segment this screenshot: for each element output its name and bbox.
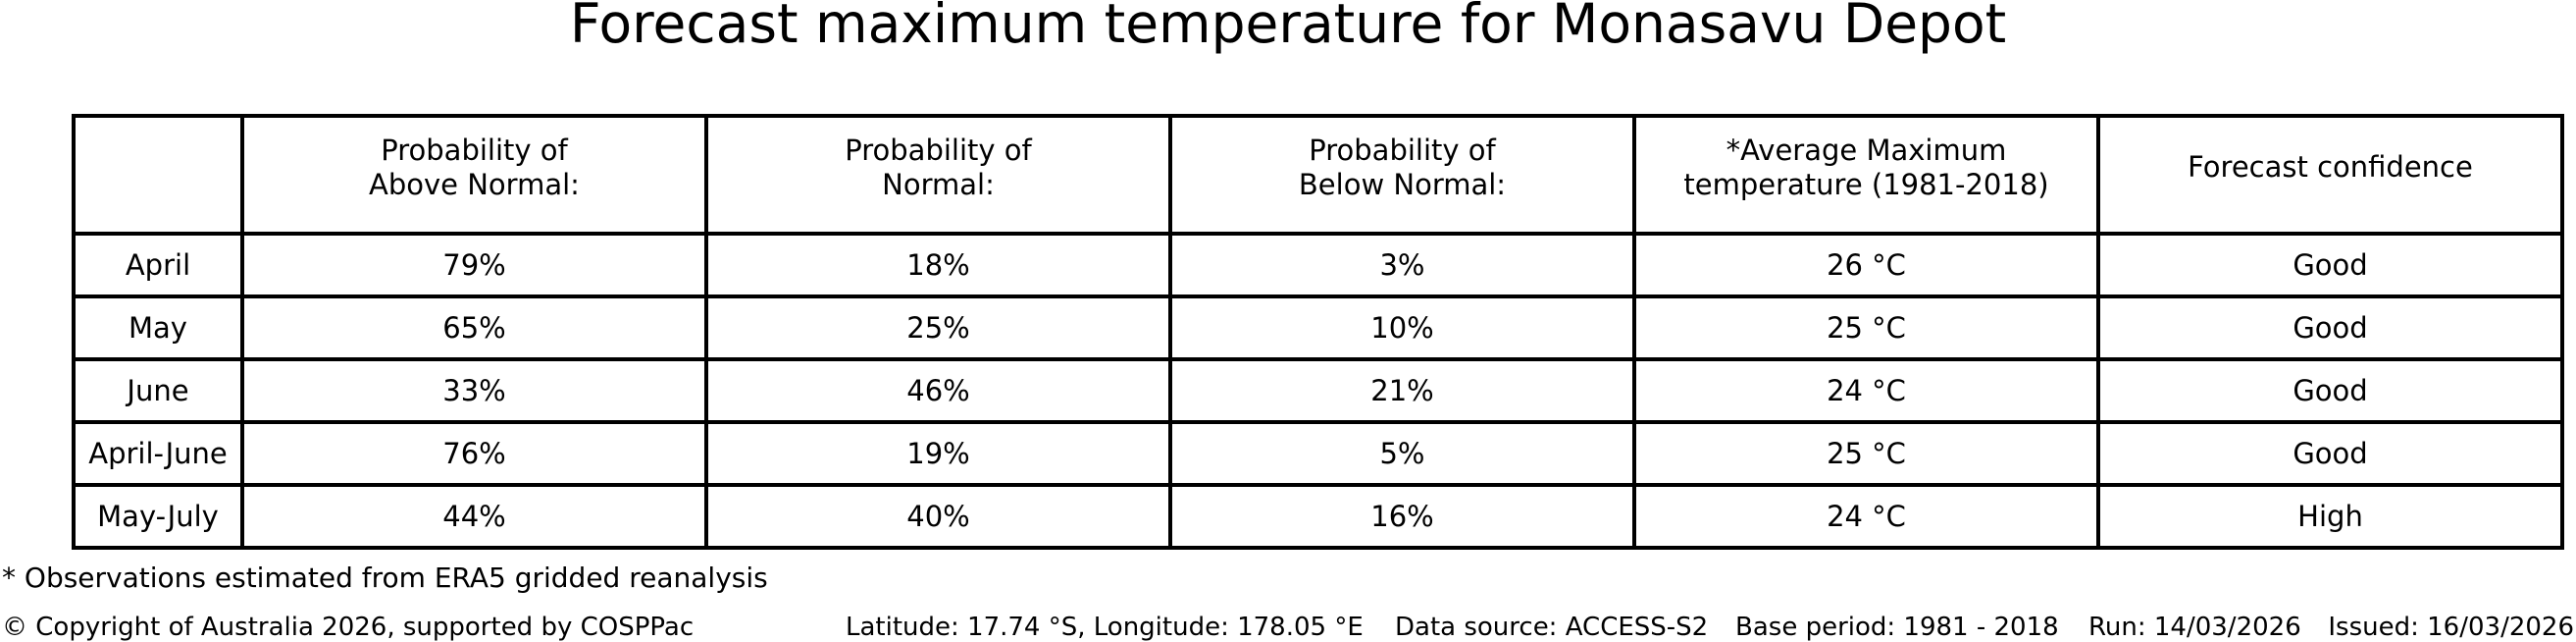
column-header-above-normal: Probability of Above Normal:	[240, 114, 708, 236]
above-normal-cell: 79%	[240, 232, 708, 298]
below-normal-cell: 5%	[1168, 420, 1636, 487]
above-normal-cell: 33%	[240, 357, 708, 424]
table-row-april: April 79% 18% 3% 26 °C Good	[72, 232, 2564, 298]
period-cell: June	[72, 357, 244, 424]
confidence-cell: Good	[2096, 294, 2564, 361]
period-cell: April	[72, 232, 244, 298]
confidence-cell: Good	[2096, 357, 2564, 424]
table-row-june: June 33% 46% 21% 24 °C Good	[72, 357, 2564, 424]
forecast-table: Probability of Above Normal: Probability…	[72, 114, 2564, 550]
confidence-cell: Good	[2096, 232, 2564, 298]
data-source-text: Data source: ACCESS-S2	[1395, 613, 1709, 642]
column-header-forecast-confidence: Forecast confidence	[2096, 114, 2564, 236]
issued-date-text: Issued: 16/03/2026	[2328, 613, 2574, 642]
confidence-cell: Good	[2096, 420, 2564, 487]
average-max-temp-cell: 26 °C	[1632, 232, 2100, 298]
average-max-temp-cell: 25 °C	[1632, 420, 2100, 487]
table-row-april-june: April-June 76% 19% 5% 25 °C Good	[72, 420, 2564, 487]
above-normal-cell: 65%	[240, 294, 708, 361]
period-cell: May	[72, 294, 244, 361]
average-max-temp-cell: 25 °C	[1632, 294, 2100, 361]
below-normal-cell: 10%	[1168, 294, 1636, 361]
header-spacer-cell	[72, 114, 244, 236]
above-normal-cell: 44%	[240, 483, 708, 550]
page-title: Forecast maximum temperature for Monasav…	[569, 0, 2007, 55]
run-date-text: Run: 14/03/2026	[2088, 613, 2301, 642]
observations-footnote: * Observations estimated from ERA5 gridd…	[2, 562, 768, 594]
normal-cell: 40%	[704, 483, 1172, 550]
table-header-row: Probability of Above Normal: Probability…	[72, 114, 2564, 236]
normal-cell: 25%	[704, 294, 1172, 361]
period-cell: April-June	[72, 420, 244, 487]
confidence-cell: High	[2096, 483, 2564, 550]
table-row-may: May 65% 25% 10% 25 °C Good	[72, 294, 2564, 361]
column-header-below-normal: Probability of Below Normal:	[1168, 114, 1636, 236]
period-cell: May-July	[72, 483, 244, 550]
average-max-temp-cell: 24 °C	[1632, 357, 2100, 424]
normal-cell: 19%	[704, 420, 1172, 487]
normal-cell: 18%	[704, 232, 1172, 298]
base-period-text: Base period: 1981 - 2018	[1735, 613, 2059, 642]
below-normal-cell: 16%	[1168, 483, 1636, 550]
below-normal-cell: 21%	[1168, 357, 1636, 424]
normal-cell: 46%	[704, 357, 1172, 424]
above-normal-cell: 76%	[240, 420, 708, 487]
location-text: Latitude: 17.74 °S, Longitude: 178.05 °E	[846, 613, 1364, 642]
average-max-temp-cell: 24 °C	[1632, 483, 2100, 550]
table-row-may-july: May-July 44% 40% 16% 24 °C High	[72, 483, 2564, 550]
column-header-average-max-temp: *Average Maximum temperature (1981-2018)	[1632, 114, 2100, 236]
copyright-text: © Copyright of Australia 2026, supported…	[2, 613, 695, 642]
column-header-normal: Probability of Normal:	[704, 114, 1172, 236]
below-normal-cell: 3%	[1168, 232, 1636, 298]
